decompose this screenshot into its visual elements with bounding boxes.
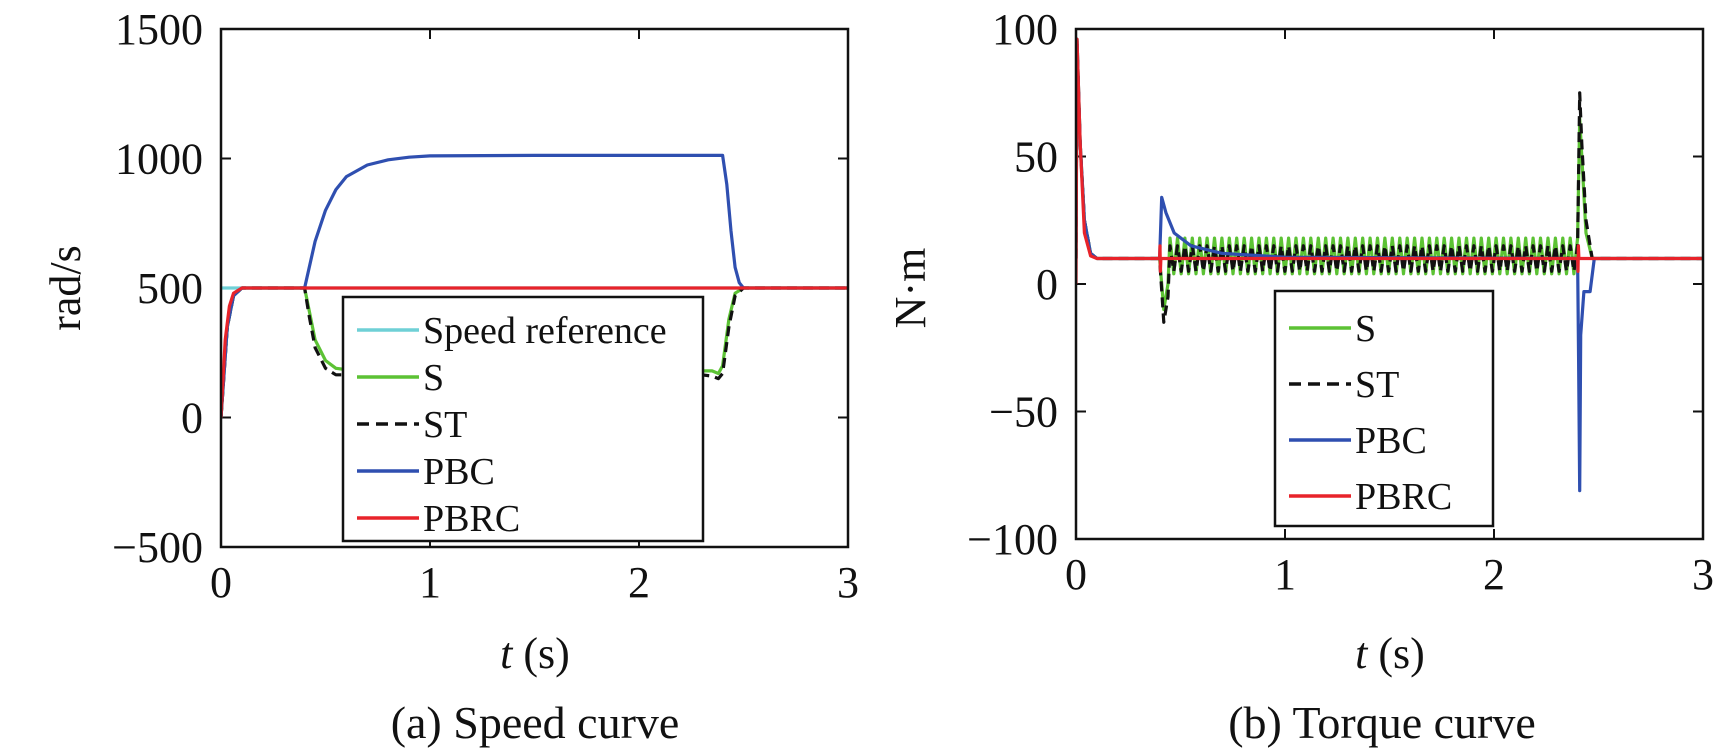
- torque-legend-label: ST: [1355, 364, 1399, 406]
- speed-legend: Speed reference S ST PBC PBRC: [341, 295, 705, 543]
- speed-xlabel: t (s): [500, 629, 570, 678]
- torque-series-lines: [1076, 37, 1703, 493]
- speed-plot-frame: [219, 27, 850, 549]
- torque-xlabel: t (s): [1355, 629, 1425, 678]
- speed-legend-label: ST: [423, 404, 467, 446]
- speed-legend-label: S: [423, 357, 444, 399]
- speed-ytick-label: −500: [112, 523, 203, 572]
- torque-xtick-label: 3: [1692, 550, 1714, 599]
- speed-caption: (a) Speed curve: [391, 697, 680, 748]
- speed-legend-label: Speed reference: [423, 310, 667, 352]
- torque-ytick-label: −100: [967, 515, 1058, 564]
- torque-legend-label: S: [1355, 308, 1376, 350]
- speed-xtick-label: 0: [210, 558, 232, 607]
- torque-legend-label: PBRC: [1355, 476, 1452, 518]
- torque-xtick-label: 0: [1065, 550, 1087, 599]
- torque-tick-labels: 0 1 2 3 −100 −50 0 50 100: [967, 5, 1714, 599]
- torque-ytick-label: 50: [1014, 133, 1058, 182]
- speed-ylabel: rad/s: [41, 245, 90, 331]
- torque-ylabel: N·m: [886, 248, 935, 329]
- torque-xlabel-var: t: [1355, 629, 1369, 678]
- torque-chart: 0 1 2 3 −100 −50 0 50 100 N·m t (s) (b) Torque c…: [886, 5, 1714, 748]
- speed-xtick-label: 1: [419, 558, 441, 607]
- torque-legend-label: PBC: [1355, 420, 1427, 462]
- speed-xlabel-unit: (s): [512, 629, 569, 678]
- torque-caption: (b) Torque curve: [1228, 697, 1536, 748]
- torque-xtick-label: 1: [1274, 550, 1296, 599]
- speed-legend-label: PBRC: [423, 498, 520, 540]
- speed-line-pbrc: [221, 286, 848, 418]
- speed-xtick-label: 2: [628, 558, 650, 607]
- speed-legend-box: [341, 295, 705, 543]
- speed-ytick-label: 1500: [115, 5, 203, 54]
- torque-xlabel-unit: (s): [1367, 629, 1424, 678]
- torque-line-pbc: [1076, 37, 1703, 493]
- torque-line-st: [1076, 37, 1703, 324]
- torque-line-pbrc: [1076, 37, 1703, 285]
- torque-ytick-label: 0: [1036, 260, 1058, 309]
- torque-legend-box: [1273, 289, 1495, 528]
- speed-xtick-label: 3: [837, 558, 859, 607]
- torque-ytick-label: 100: [992, 5, 1058, 54]
- speed-xlabel-var: t: [500, 629, 514, 678]
- speed-ytick-label: 0: [181, 394, 203, 443]
- torque-ytick-label: −50: [989, 388, 1058, 437]
- torque-legend: S ST PBC PBRC: [1273, 289, 1495, 528]
- speed-legend-label: PBC: [423, 451, 495, 493]
- speed-ytick-label: 1000: [115, 135, 203, 184]
- torque-plot-frame: [1074, 27, 1705, 541]
- speed-ytick-label: 500: [137, 264, 203, 313]
- torque-xtick-label: 2: [1483, 550, 1505, 599]
